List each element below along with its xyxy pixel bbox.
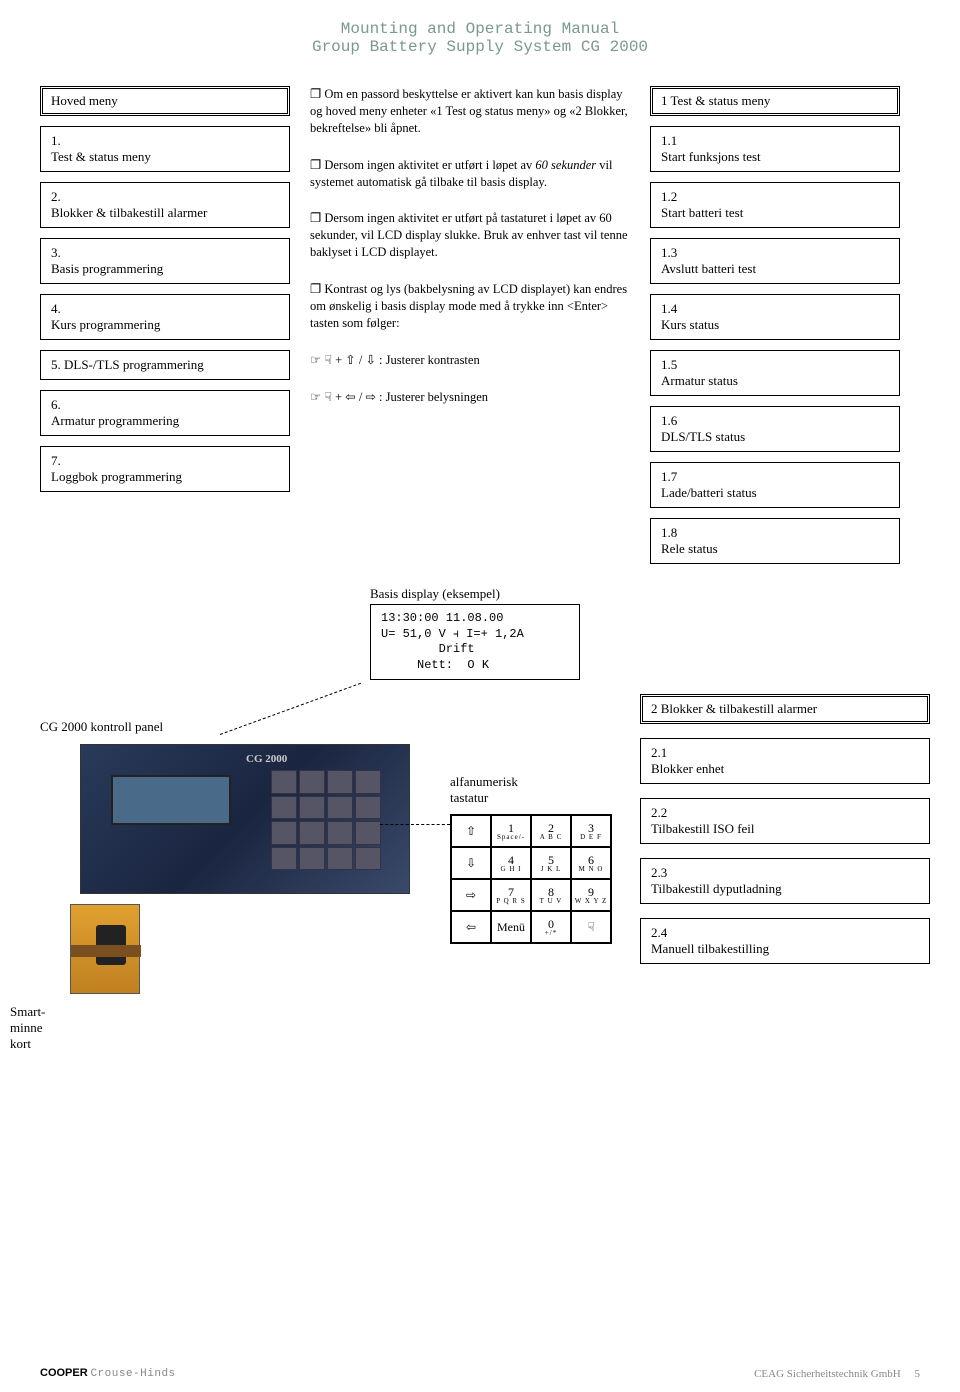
header-line1: Mounting and Operating Manual bbox=[40, 20, 920, 38]
keypad-grid: ⇧1Space/-2A B C3D E F ⇩4G H I5J K L6M N O… bbox=[450, 814, 612, 944]
adjust-2: ☞ ☟ + ⇦ / ⇨ : Justerer belysningen bbox=[310, 389, 630, 406]
disp-l2: U= 51,0 V ⫞ I=+ 1,2A bbox=[381, 627, 569, 643]
footer-left: COOPER Crouse-Hinds bbox=[40, 1367, 176, 1380]
rmenu-4: 1.4 Kurs status bbox=[650, 294, 900, 340]
keypad-cell: 9W X Y Z bbox=[571, 879, 611, 911]
rmenu-8: 1.8 Rele status bbox=[650, 518, 900, 564]
basis-display-box: 13:30:00 11.08.00 U= 51,0 V ⫞ I=+ 1,2A D… bbox=[370, 604, 580, 680]
keypad-cell: Menü bbox=[491, 911, 531, 943]
keypad-cell: 8T U V bbox=[531, 879, 571, 911]
rmenu-2: 1.2 Start batteri test bbox=[650, 182, 900, 228]
rl-3: 2.3 Tilbakestill dyputladning bbox=[640, 858, 930, 904]
menu-item-2: 2. Blokker & tilbakestill alarmer bbox=[40, 182, 290, 228]
menu-item-1: 1. Test & status meny bbox=[40, 126, 290, 172]
smartcard-label: Smart- minne kort bbox=[10, 1004, 45, 1052]
chip-icon bbox=[96, 925, 126, 965]
dash-panel-to-keypad bbox=[380, 824, 450, 825]
keypad-cell: 7P Q R S bbox=[491, 879, 531, 911]
keypad-cell: ⇩ bbox=[451, 847, 491, 879]
cg2000-panel-image: CG 2000 bbox=[80, 744, 410, 894]
panel-label: CG 2000 kontroll panel bbox=[40, 719, 163, 735]
rmenu-5: 1.5 Armatur status bbox=[650, 350, 900, 396]
smartcard-image bbox=[70, 904, 140, 994]
keypad-cell: ☟ bbox=[571, 911, 611, 943]
rmenu-3: 1.3 Avslutt batteri test bbox=[650, 238, 900, 284]
menu-item-3: 3. Basis programmering bbox=[40, 238, 290, 284]
panel-keypad-graphic bbox=[271, 770, 381, 870]
footer-company: CEAG Sicherheitstechnik GmbH bbox=[754, 1368, 901, 1380]
blokker-title: 2 Blokker & tilbakestill alarmer bbox=[640, 694, 930, 724]
page-number: 5 bbox=[915, 1368, 921, 1380]
keypad-cell: 4G H I bbox=[491, 847, 531, 879]
test-status-title: 1 Test & status meny bbox=[650, 86, 900, 116]
middle-column: Om en passord beskyttelse er aktivert ka… bbox=[310, 86, 630, 564]
keypad-label-2: tastatur bbox=[450, 790, 518, 806]
rl-2: 2.2 Tilbakestill ISO feil bbox=[640, 798, 930, 844]
page-footer: COOPER Crouse-Hinds CEAG Sicherheitstech… bbox=[40, 1367, 920, 1380]
lower-section: Basis display (eksempel) 13:30:00 11.08.… bbox=[40, 604, 920, 1124]
smart-l1: Smart- bbox=[10, 1004, 45, 1020]
smart-l2: minne bbox=[10, 1020, 45, 1036]
left-column: Hoved meny 1. Test & status meny 2. Blok… bbox=[40, 86, 290, 564]
menu-item-4: 4. Kurs programmering bbox=[40, 294, 290, 340]
keypad-label: alfanumerisk tastatur bbox=[450, 774, 518, 806]
disp-l3: Drift bbox=[381, 642, 569, 658]
rmenu-6: 1.6 DLS/TLS status bbox=[650, 406, 900, 452]
right-lower-menu: 2 Blokker & tilbakestill alarmer 2.1 Blo… bbox=[640, 694, 930, 964]
brand-cooper: COOPER bbox=[40, 1367, 88, 1379]
menu-item-5: 5. DLS-/TLS programmering bbox=[40, 350, 290, 380]
keypad-cell: ⇦ bbox=[451, 911, 491, 943]
header-line2: Group Battery Supply System CG 2000 bbox=[40, 38, 920, 56]
disp-l4: Nett: O K bbox=[381, 658, 569, 674]
keypad-label-1: alfanumerisk bbox=[450, 774, 518, 790]
manual-header: Mounting and Operating Manual Group Batt… bbox=[40, 20, 920, 56]
keypad-cell: ⇧ bbox=[451, 815, 491, 847]
menu-item-7: 7. Loggbok programmering bbox=[40, 446, 290, 492]
panel-cg-label: CG 2000 bbox=[246, 753, 287, 765]
display-label: Basis display (eksempel) bbox=[370, 586, 500, 602]
keypad-cell: 1Space/- bbox=[491, 815, 531, 847]
rmenu-7: 1.7 Lade/batteri status bbox=[650, 462, 900, 508]
smart-l3: kort bbox=[10, 1036, 45, 1052]
keypad-cell: ⇨ bbox=[451, 879, 491, 911]
para-3: Dersom ingen aktivitet er utført på tast… bbox=[310, 210, 630, 261]
para-4: Kontrast og lys (bakbelysning av LCD dis… bbox=[310, 281, 630, 332]
disp-l1: 13:30:00 11.08.00 bbox=[381, 611, 569, 627]
right-column: 1 Test & status meny 1.1 Start funksjons… bbox=[650, 86, 900, 564]
brand-crouse: Crouse-Hinds bbox=[90, 1368, 175, 1380]
rmenu-1: 1.1 Start funksjons test bbox=[650, 126, 900, 172]
rl-4: 2.4 Manuell tilbakestilling bbox=[640, 918, 930, 964]
dash-panel-to-display bbox=[220, 683, 361, 735]
keypad-cell: 5J K L bbox=[531, 847, 571, 879]
main-grid: Hoved meny 1. Test & status meny 2. Blok… bbox=[40, 86, 920, 564]
footer-right: CEAG Sicherheitstechnik GmbH 5 bbox=[754, 1368, 920, 1380]
menu-item-6: 6. Armatur programmering bbox=[40, 390, 290, 436]
panel-screen bbox=[111, 775, 231, 825]
keypad-cell: 6M N O bbox=[571, 847, 611, 879]
para-2: Dersom ingen aktivitet er utført i løpet… bbox=[310, 157, 630, 191]
para-1: Om en passord beskyttelse er aktivert ka… bbox=[310, 86, 630, 137]
adjust-1: ☞ ☟ + ⇧ / ⇩ : Justerer kontrasten bbox=[310, 352, 630, 369]
keypad-cell: 3D E F bbox=[571, 815, 611, 847]
hoved-meny-title: Hoved meny bbox=[40, 86, 290, 116]
rl-1: 2.1 Blokker enhet bbox=[640, 738, 930, 784]
keypad-cell: 2A B C bbox=[531, 815, 571, 847]
keypad-cell: 0+/* bbox=[531, 911, 571, 943]
